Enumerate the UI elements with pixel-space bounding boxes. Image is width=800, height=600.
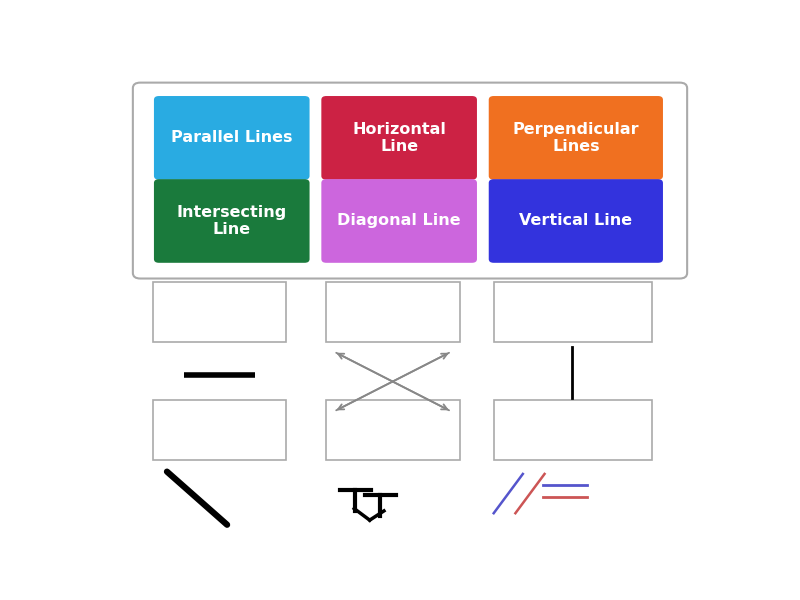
Bar: [153, 282, 286, 342]
Text: Parallel Lines: Parallel Lines: [171, 130, 293, 145]
Bar: [326, 282, 459, 342]
Bar: [494, 400, 652, 460]
Text: Perpendicular
Lines: Perpendicular Lines: [513, 122, 639, 154]
Text: Horizontal
Line: Horizontal Line: [352, 122, 446, 154]
Text: Intersecting
Line: Intersecting Line: [177, 205, 287, 237]
FancyBboxPatch shape: [489, 179, 663, 263]
Text: Vertical Line: Vertical Line: [519, 214, 633, 229]
FancyBboxPatch shape: [133, 83, 687, 278]
Bar: [153, 400, 286, 460]
FancyBboxPatch shape: [154, 179, 310, 263]
FancyBboxPatch shape: [489, 96, 663, 179]
Text: Diagonal Line: Diagonal Line: [338, 214, 461, 229]
Bar: [326, 400, 459, 460]
FancyBboxPatch shape: [154, 96, 310, 179]
FancyBboxPatch shape: [322, 179, 477, 263]
Bar: [494, 282, 652, 342]
FancyBboxPatch shape: [322, 96, 477, 179]
